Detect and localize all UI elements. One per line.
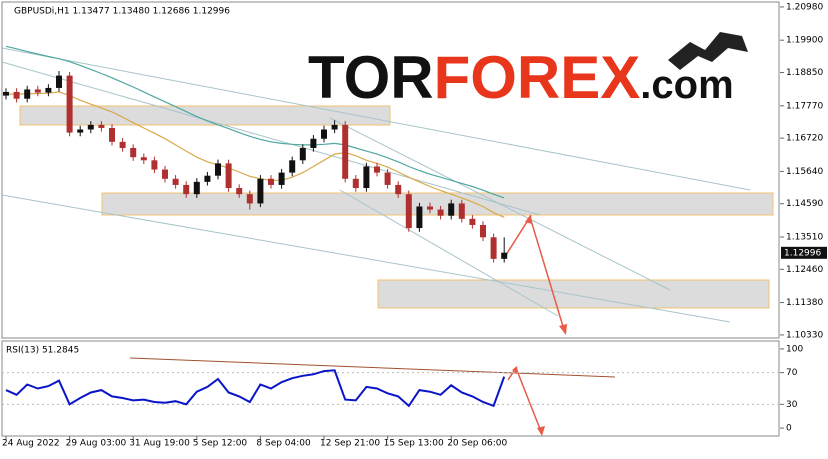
x-tick-label: 12 Sep 21:00 (320, 439, 380, 449)
arrow-head (512, 366, 545, 436)
candle-body (278, 172, 285, 185)
watermark-part: TOR (308, 44, 434, 111)
watermark-part: .com (640, 63, 733, 107)
candle-body (501, 252, 508, 259)
candle-body (183, 184, 190, 195)
candle-body (268, 178, 274, 185)
x-tick-label: 5 Sep 12:00 (193, 439, 248, 449)
candle-body (405, 194, 412, 229)
zone (377, 279, 770, 309)
y-tick-label: 1.12460 (786, 265, 823, 275)
candle-body (204, 175, 211, 182)
rsi-trend-line (129, 357, 616, 378)
y-tick-label: 70 (786, 368, 798, 378)
watermark-text: TORFOREX.com (308, 44, 734, 111)
candle-body (236, 188, 243, 195)
y-tick-label: 0 (786, 424, 792, 434)
y-tick-label: 1.17770 (786, 101, 823, 111)
candle-body (24, 89, 31, 99)
annotations (1, 47, 774, 436)
candle-body (448, 203, 455, 216)
candle-body (87, 124, 94, 130)
candle-body (374, 166, 380, 173)
y-tick-label: 1.19900 (786, 36, 823, 46)
candle-body (3, 91, 9, 96)
candle-body (56, 75, 62, 88)
x-tick-label: 8 Sep 04:00 (256, 439, 311, 449)
candle-body (469, 218, 476, 225)
candle-body (225, 163, 232, 189)
candle-body (215, 163, 221, 176)
y-tick-label: 1.15640 (786, 167, 823, 177)
candle-body (299, 147, 306, 161)
y-tick-label: 30 (786, 400, 798, 410)
series-line (5, 369, 506, 408)
zone (19, 105, 391, 126)
candle-body (140, 157, 147, 161)
trend-line (1, 61, 541, 216)
x-tick-label: 24 Aug 2022 (2, 439, 60, 449)
candle-body (13, 91, 20, 99)
candle-body (321, 129, 327, 139)
y-tick-label: 1.18850 (786, 68, 823, 78)
main-title: GBPUSDi,H1 1.13477 1.13480 1.12686 1.129… (14, 7, 230, 17)
candle-body (98, 124, 105, 128)
candle-body (257, 178, 264, 204)
candle-body (130, 147, 137, 158)
y-tick-label: 1.16720 (786, 134, 823, 144)
candle-body (45, 87, 52, 93)
zone (101, 192, 774, 216)
candle-body (162, 169, 168, 179)
candle-body (34, 89, 41, 93)
candle-body (289, 160, 296, 173)
trend-line (339, 189, 559, 317)
trend-line (1, 47, 751, 191)
candle-body (352, 178, 359, 189)
candle-body (363, 166, 370, 189)
y-tick-label: 1.11380 (786, 298, 823, 308)
logo-bull (668, 32, 748, 70)
candle-body (395, 184, 402, 195)
trend-line (329, 117, 671, 291)
candle-body (384, 172, 391, 185)
last-price-tag (781, 246, 827, 259)
series-line (5, 45, 505, 199)
candle-body (416, 206, 423, 229)
y-tick-label: 1.14590 (786, 199, 823, 209)
x-tick-label: 29 Aug 03:00 (66, 439, 127, 449)
trend-line (1, 194, 731, 323)
y-tick-label: 100 (786, 344, 803, 354)
candle-body (480, 224, 486, 238)
series-line (6, 91, 505, 218)
candle-body (342, 124, 349, 179)
candle-body (193, 181, 200, 195)
candle-body (310, 138, 317, 148)
y-tick-label: 1.20980 (786, 2, 823, 12)
candle-body (77, 129, 84, 133)
main-panel (1, 1, 780, 339)
x-tick-label: 15 Sep 13:00 (384, 439, 444, 449)
watermark-part: FOREX (434, 44, 641, 111)
x-tick-label: 31 Aug 19:00 (129, 439, 190, 449)
candle-body (109, 127, 115, 142)
candle-body (331, 124, 338, 130)
candle-body (119, 141, 126, 148)
rsi-title: RSI(13) 51.2845 (6, 346, 79, 356)
candle-body (427, 206, 433, 210)
y-tick-label: 1.10330 (786, 330, 823, 340)
watermark: TORFOREX.com (308, 32, 748, 111)
candle-body (437, 209, 444, 216)
candle-body (246, 194, 253, 204)
candle-body (66, 75, 73, 133)
candle-body (172, 178, 179, 185)
y-tick-label: 1.13510 (786, 232, 823, 242)
candle-body (151, 160, 158, 170)
candle-body (458, 203, 465, 219)
last-price-label: 1.12996 (784, 248, 821, 258)
candle-body (490, 237, 497, 259)
rsi-panel (1, 340, 780, 437)
x-tick-label: 20 Sep 06:00 (447, 439, 507, 449)
